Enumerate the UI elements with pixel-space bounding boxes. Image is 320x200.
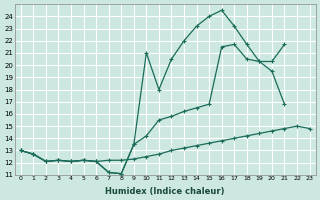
X-axis label: Humidex (Indice chaleur): Humidex (Indice chaleur) — [106, 187, 225, 196]
